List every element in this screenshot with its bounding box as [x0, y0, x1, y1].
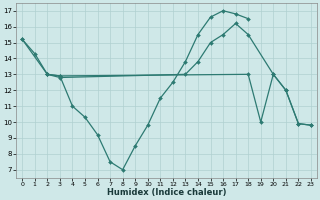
- X-axis label: Humidex (Indice chaleur): Humidex (Indice chaleur): [107, 188, 226, 197]
